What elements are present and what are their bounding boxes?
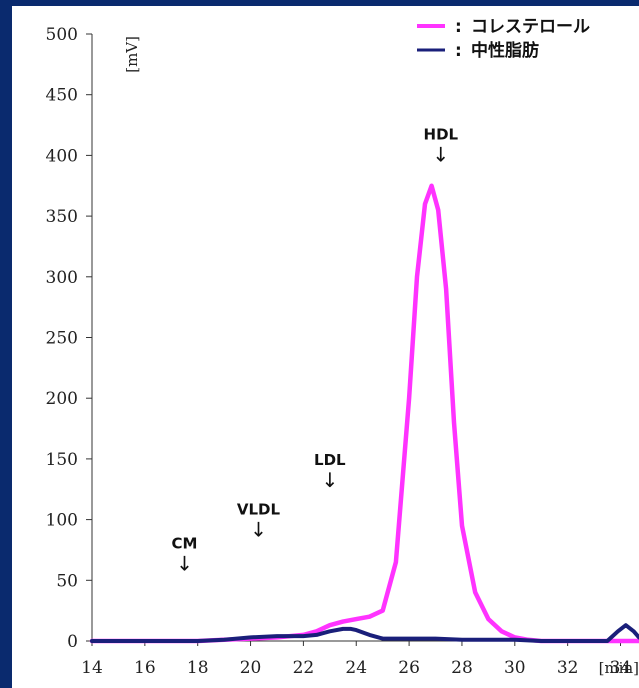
annotation-arrow-icon: ↓ — [432, 142, 449, 166]
y-tick-label: 250 — [46, 329, 78, 349]
y-tick-label: 350 — [46, 207, 78, 227]
annotation-arrow-icon: ↓ — [250, 518, 267, 542]
annotation-ldl: LDL — [314, 451, 346, 469]
x-tick-label: 20 — [240, 658, 262, 678]
y-tick-label: 200 — [46, 389, 78, 409]
legend-label-cholesterol: コレステロール — [471, 17, 590, 37]
x-tick-label: 22 — [293, 658, 315, 678]
y-tick-label: 400 — [46, 146, 78, 166]
legend-label-triglyceride: 中性脂肪 — [471, 40, 539, 61]
chart-frame: 500 450 400 350 300 250 200 150 100 50 0 14 16 18 20 22… — [12, 6, 639, 688]
x-tick-label: 30 — [504, 658, 526, 678]
x-tick-label: 18 — [187, 658, 209, 678]
y-tick-label: 150 — [46, 450, 78, 470]
y-tick-label: 0 — [67, 632, 78, 652]
series-line-triglyceride — [92, 625, 639, 641]
y-tick-label: 50 — [56, 571, 78, 591]
x-tick-label: 24 — [345, 658, 367, 678]
series-line-cholesterol — [92, 186, 639, 641]
annotation-vldl: VLDL — [237, 501, 281, 519]
y-tick-label: 100 — [46, 511, 78, 531]
y-unit-label: [mV] — [123, 36, 141, 73]
legend-separator: : — [455, 17, 462, 37]
x-tick-label: 16 — [134, 658, 156, 678]
annotation-arrow-icon: ↓ — [321, 468, 338, 492]
x-unit-label: [min] — [599, 659, 639, 677]
x-tick-label: 26 — [398, 658, 420, 678]
annotation-arrow-icon: ↓ — [176, 552, 193, 576]
x-tick-label: 28 — [451, 658, 473, 678]
annotation-hdl: HDL — [424, 125, 459, 143]
legend-separator: : — [455, 41, 462, 61]
x-tick-label: 32 — [557, 658, 579, 678]
annotation-cm: CM — [172, 535, 198, 553]
y-tick-label: 300 — [46, 268, 78, 288]
y-tick-label: 450 — [46, 86, 78, 106]
x-tick-label: 14 — [81, 658, 103, 678]
y-tick-label: 500 — [46, 25, 78, 45]
